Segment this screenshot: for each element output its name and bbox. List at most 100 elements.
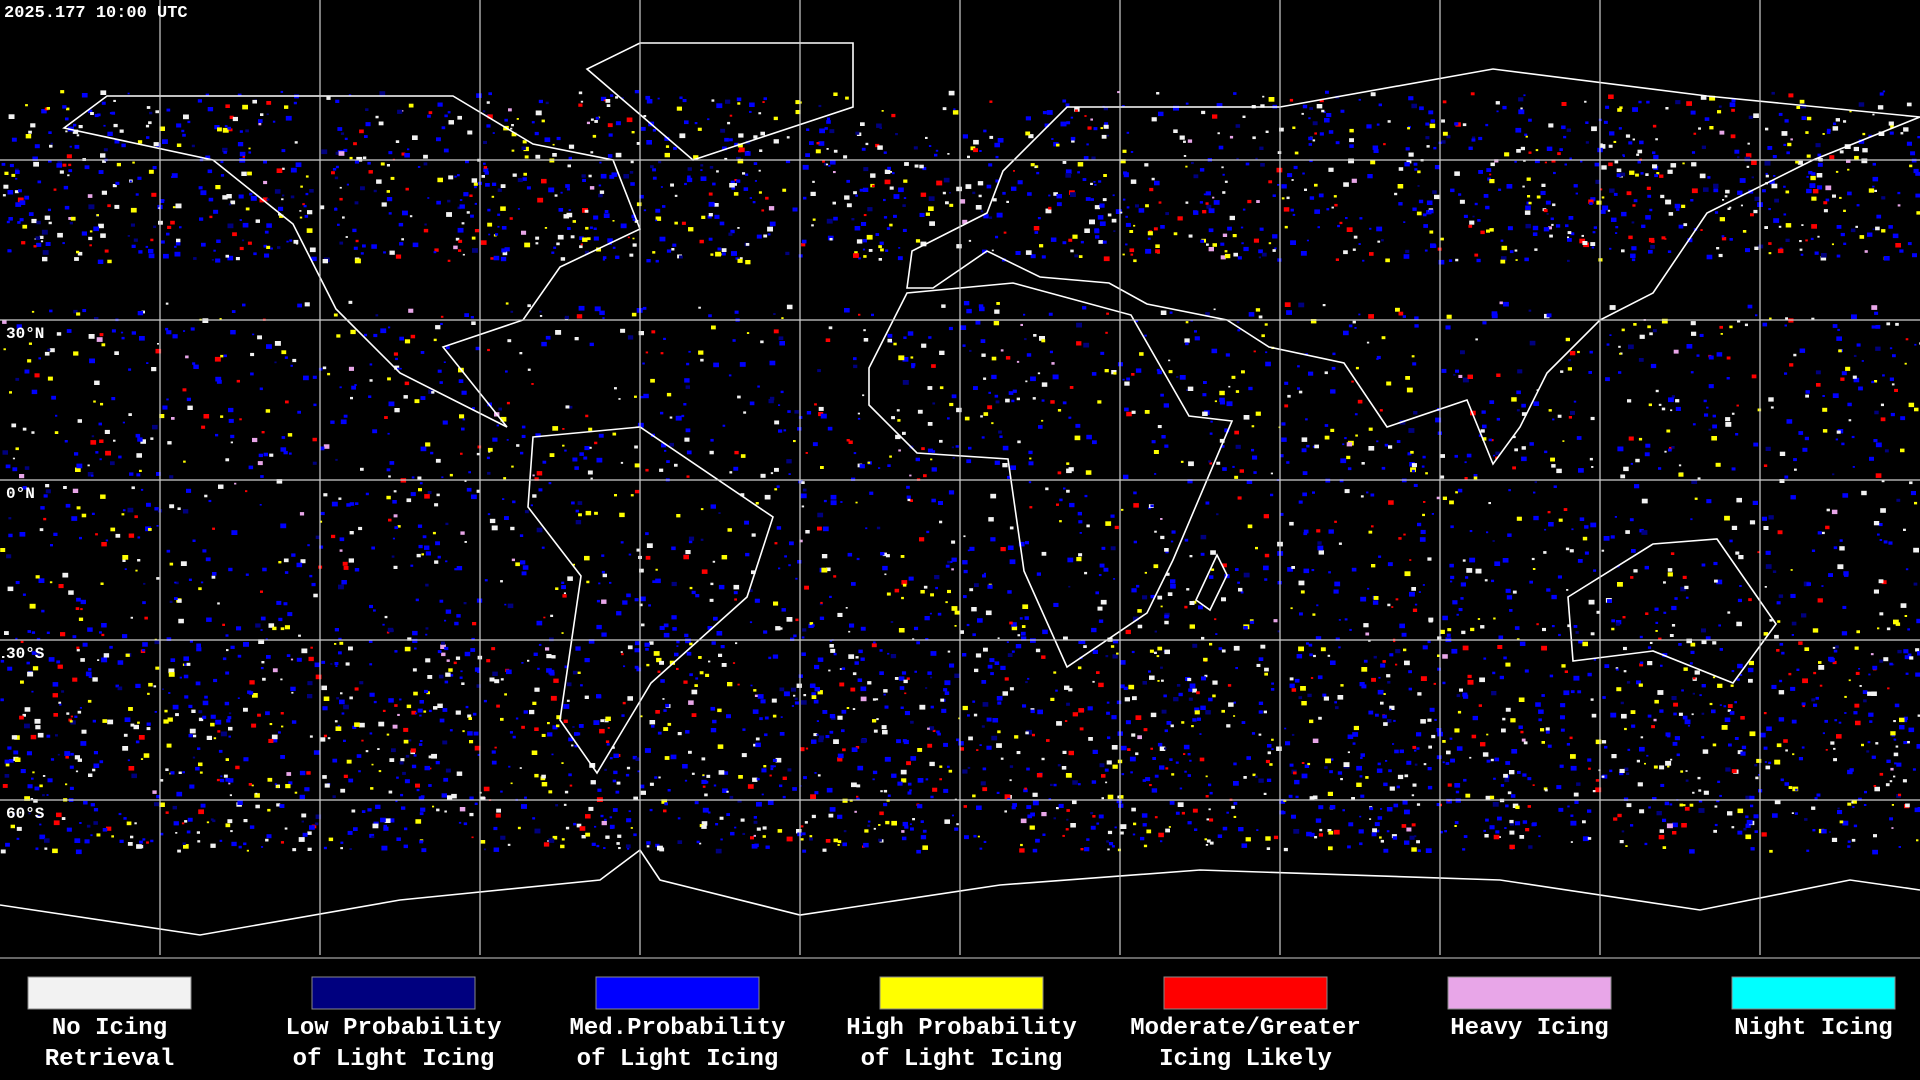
icing-pixel (1596, 610, 1601, 614)
icing-pixel (442, 708, 448, 712)
icing-pixel (749, 197, 752, 199)
icing-pixel (237, 654, 242, 658)
icing-pixel (1090, 182, 1093, 185)
icing-pixel (1715, 462, 1721, 467)
icing-pixel (1265, 130, 1269, 133)
icing-pixel (389, 818, 395, 823)
icing-pixel (353, 142, 357, 146)
icing-pixel (1422, 213, 1427, 217)
icing-pixel (609, 581, 612, 584)
icing-pixel (1448, 259, 1453, 262)
icing-pixel (1222, 191, 1226, 194)
icing-pixel (335, 458, 338, 461)
icing-pixel (581, 835, 586, 839)
icing-pixel (47, 778, 53, 783)
icing-pixel (1913, 547, 1919, 553)
icing-pixel (1861, 490, 1867, 496)
icing-pixel (123, 817, 127, 820)
icing-pixel (1440, 475, 1445, 479)
icing-pixel (1835, 170, 1839, 173)
icing-pixel (871, 313, 874, 317)
icing-pixel (420, 351, 425, 354)
icing-pixel (241, 239, 245, 242)
icing-pixel (585, 414, 589, 418)
icing-pixel (1658, 467, 1662, 470)
icing-pixel (455, 656, 461, 660)
icing-pixel (1199, 201, 1203, 204)
icing-pixel (1852, 466, 1855, 468)
icing-pixel (213, 737, 217, 740)
icing-pixel (1534, 481, 1537, 484)
icing-pixel (1474, 253, 1479, 257)
icing-pixel (1576, 436, 1582, 440)
icing-pixel (1893, 619, 1899, 625)
icing-pixel (1493, 834, 1500, 840)
icing-pixel (1454, 728, 1460, 733)
icing-pixel (851, 218, 855, 221)
icing-pixel (492, 132, 495, 134)
icing-pixel (388, 151, 393, 155)
icing-pixel (113, 123, 118, 128)
icing-pixel (474, 202, 477, 205)
icing-pixel (1649, 208, 1653, 212)
icing-pixel (1078, 520, 1083, 524)
icing-pixel (581, 174, 586, 178)
icing-pixel (230, 330, 236, 335)
icing-pixel (43, 494, 48, 498)
icing-pixel (802, 628, 807, 632)
icing-pixel (1380, 701, 1384, 705)
icing-pixel (1310, 319, 1317, 324)
icing-pixel (944, 819, 950, 824)
icing-pixel (1855, 720, 1861, 726)
icing-pixel (1083, 342, 1090, 348)
icing-pixel (1647, 325, 1651, 329)
icing-pixel (417, 708, 423, 713)
icing-pixel (323, 444, 330, 449)
icing-pixel (1575, 631, 1579, 634)
icing-pixel (1314, 183, 1318, 187)
icing-pixel (1465, 576, 1469, 579)
icing-pixel (2, 194, 6, 197)
icing-pixel (661, 443, 667, 448)
icing-pixel (1378, 103, 1382, 107)
icing-pixel (1391, 834, 1397, 839)
icing-pixel (1340, 684, 1344, 687)
icing-pixel (297, 410, 301, 414)
icing-pixel (150, 238, 154, 242)
icing-pixel (1862, 148, 1868, 153)
icing-pixel (180, 561, 187, 566)
icing-pixel (399, 367, 402, 370)
icing-pixel (1879, 659, 1884, 663)
icing-pixel (579, 245, 583, 249)
icing-pixel (544, 227, 548, 229)
icing-pixel (1188, 461, 1194, 467)
icing-pixel (1270, 493, 1274, 497)
icing-pixel (74, 257, 79, 261)
icing-pixel (1441, 140, 1446, 144)
icing-pixel (220, 415, 224, 418)
icing-pixel (68, 169, 73, 173)
icing-pixel (1169, 311, 1173, 314)
icing-pixel (1076, 322, 1082, 328)
icing-pixel (926, 530, 930, 534)
icing-pixel (1509, 822, 1515, 826)
icing-pixel (932, 402, 936, 405)
icing-pixel (322, 366, 327, 370)
icing-pixel (1602, 205, 1609, 211)
icing-pixel (0, 548, 6, 552)
icing-pixel (645, 351, 649, 354)
icing-pixel (1124, 697, 1130, 702)
icing-pixel (299, 512, 305, 516)
icing-pixel (249, 192, 253, 196)
icing-pixel (1858, 102, 1865, 107)
icing-pixel (98, 422, 102, 426)
icing-pixel (1854, 646, 1859, 650)
icing-pixel (729, 471, 733, 474)
icing-pixel (983, 572, 986, 575)
icing-pixel (1464, 461, 1467, 464)
icing-pixel (90, 440, 97, 445)
icing-pixel (1209, 432, 1213, 435)
icing-pixel (15, 177, 18, 180)
icing-pixel (1753, 814, 1759, 819)
icing-pixel (1157, 595, 1163, 600)
